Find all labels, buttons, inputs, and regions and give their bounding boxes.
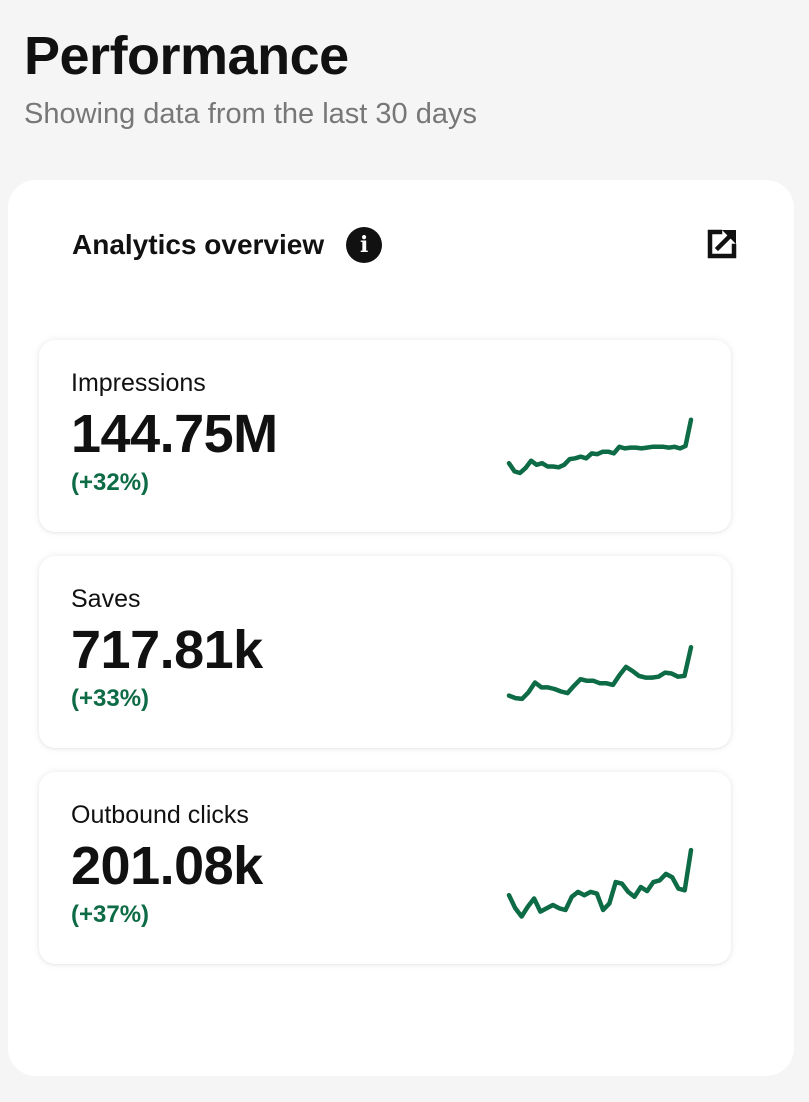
metric-card-impressions[interactable]: Impressions 144.75M (+32%) [39, 340, 731, 532]
page-title: Performance [24, 26, 349, 86]
metric-value: 717.81k [71, 620, 263, 680]
metric-value: 144.75M [71, 404, 278, 464]
sparkline-line [506, 644, 694, 702]
sparkline-outbound-clicks [506, 847, 694, 919]
metric-card-saves[interactable]: Saves 717.81k (+33%) [39, 556, 731, 748]
info-icon[interactable]: i [346, 227, 383, 263]
sparkline-saves [506, 644, 694, 702]
sparkline-impressions [506, 417, 694, 476]
metric-label: Outbound clicks [71, 801, 249, 829]
metric-label: Impressions [71, 369, 206, 397]
analytics-overview-panel: Analytics overview i Impressions 144.75M… [8, 180, 794, 1076]
metric-label: Saves [71, 585, 141, 613]
metric-value: 201.08k [71, 836, 263, 896]
page-subtitle: Showing data from the last 30 days [24, 98, 477, 130]
panel-header: Analytics overview i [72, 222, 383, 268]
metric-change: (+33%) [71, 685, 150, 712]
external-link-icon[interactable] [702, 224, 742, 264]
sparkline-line [506, 417, 694, 476]
sparkline-line [506, 847, 694, 919]
metric-change: (+37%) [71, 901, 150, 928]
panel-title: Analytics overview [72, 229, 325, 260]
metric-change: (+32%) [71, 469, 150, 496]
metric-card-outbound-clicks[interactable]: Outbound clicks 201.08k (+37%) [39, 772, 731, 964]
